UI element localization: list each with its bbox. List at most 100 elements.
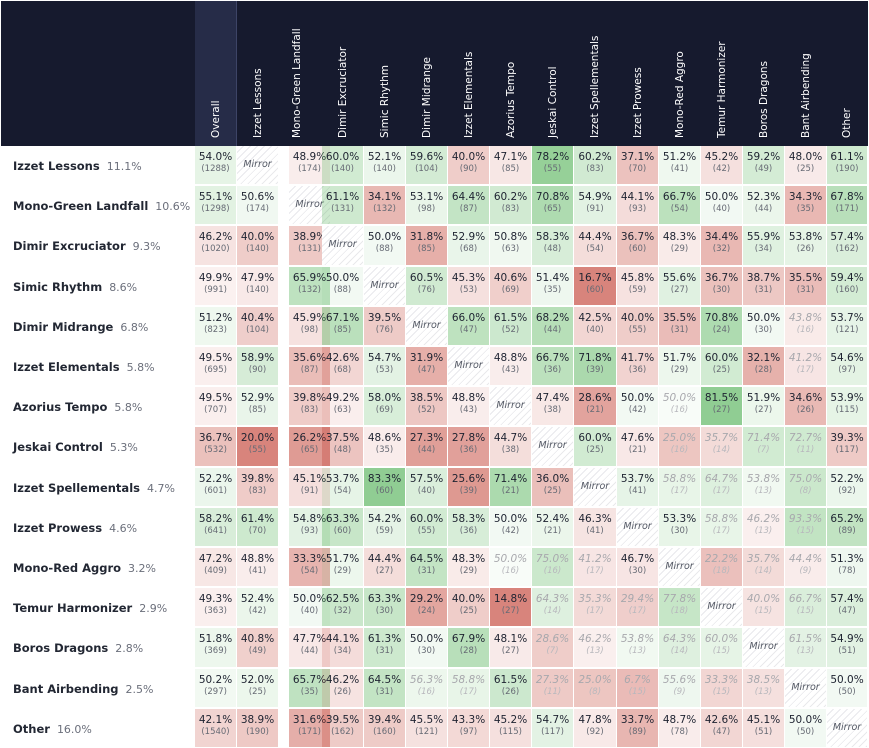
column-header-overall[interactable]: Overall <box>209 100 222 138</box>
matchup-cell[interactable]: 55.1% (1298) <box>195 186 236 225</box>
row-header-jeskai-control[interactable]: Jeskai Control 5.3% <box>13 437 138 455</box>
matchup-cell[interactable]: 55.6% (27) <box>659 266 700 305</box>
column-header-izzet-spellementals[interactable]: Izzet Spellementals <box>589 35 601 138</box>
matchup-cell[interactable]: 52.0% (25) <box>237 668 278 707</box>
matchup-cell[interactable]: 71.4% (21) <box>490 467 531 506</box>
matchup-cell[interactable]: 51.8% (369) <box>195 628 236 667</box>
matchup-cell[interactable]: 39.4% (160) <box>364 708 405 747</box>
matchup-cell[interactable]: 52.2% (92) <box>827 467 867 506</box>
row-header-azorius-tempo[interactable]: Azorius Tempo 5.8% <box>13 397 142 415</box>
row-header-bant-airbending[interactable]: Bant Airbending 2.5% <box>13 679 154 697</box>
matchup-cell[interactable]: 25.0% (8) <box>574 668 616 707</box>
matchup-cell[interactable]: 58.8% (17) <box>701 507 742 546</box>
matchup-cell[interactable]: 35.5% (31) <box>785 266 826 305</box>
matchup-cell[interactable]: 71.8% (39) <box>574 347 616 386</box>
matchup-cell[interactable]: 54.6% (97) <box>827 347 867 386</box>
matchup-cell[interactable]: 48.9% (174) <box>289 146 330 185</box>
matchup-cell[interactable]: 42.5% (40) <box>574 306 616 345</box>
matchup-cell[interactable]: 53.9% (115) <box>827 387 867 426</box>
matchup-cell[interactable]: 49.5% (695) <box>195 347 236 386</box>
matchup-cell[interactable]: 44.4% (27) <box>364 548 405 587</box>
matchup-cell[interactable]: 48.7% (78) <box>659 708 700 747</box>
matchup-cell[interactable]: 44.4% (54) <box>574 226 616 265</box>
matchup-cell[interactable]: 44.4% (9) <box>785 548 826 587</box>
matchup-cell[interactable]: 53.8% (13) <box>617 628 658 667</box>
matchup-cell[interactable]: 40.0% (25) <box>448 588 489 627</box>
matchup-cell[interactable]: 39.3% (117) <box>827 427 867 466</box>
matchup-cell[interactable]: 6.7% (15) <box>617 668 658 707</box>
matchup-cell[interactable]: 54.7% (117) <box>532 708 573 747</box>
matchup-cell[interactable]: 54.0% (1288) <box>195 146 236 185</box>
matchup-cell[interactable]: 50.0% (88) <box>364 226 405 265</box>
matchup-cell[interactable]: 47.1% (85) <box>490 146 531 185</box>
matchup-cell[interactable]: 70.8% (24) <box>701 306 742 345</box>
matchup-cell[interactable]: 54.9% (91) <box>574 186 616 225</box>
matchup-cell[interactable]: 64.4% (87) <box>448 186 489 225</box>
matchup-cell[interactable]: 40.4% (104) <box>237 306 278 345</box>
matchup-cell[interactable]: 40.0% (140) <box>237 226 278 265</box>
matchup-cell[interactable]: 49.9% (991) <box>195 266 236 305</box>
matchup-cell[interactable]: 75.0% (16) <box>532 548 573 587</box>
row-header-mono-green-landfall[interactable]: Mono-Green Landfall 10.6% <box>13 196 190 214</box>
matchup-cell[interactable]: 54.2% (59) <box>364 507 405 546</box>
matchup-cell[interactable]: 58.3% (48) <box>532 226 573 265</box>
matchup-cell[interactable]: 60.0% (140) <box>322 146 363 185</box>
matchup-cell[interactable]: 61.1% (190) <box>827 146 867 185</box>
matchup-cell[interactable]: 61.5% (13) <box>785 628 826 667</box>
matchup-cell[interactable]: 45.2% (115) <box>490 708 531 747</box>
matchup-cell[interactable]: 72.7% (11) <box>785 427 826 466</box>
matchup-cell[interactable]: 47.4% (38) <box>532 387 573 426</box>
matchup-cell[interactable]: 50.0% (50) <box>785 708 826 747</box>
matchup-cell[interactable]: 39.5% (162) <box>322 708 363 747</box>
matchup-cell[interactable]: 36.0% (25) <box>532 467 573 506</box>
matchup-cell[interactable]: 52.2% (601) <box>195 467 236 506</box>
matchup-cell[interactable]: 28.6% (7) <box>532 628 573 667</box>
matchup-cell[interactable]: 81.5% (27) <box>701 387 742 426</box>
matchup-cell[interactable]: 66.7% (15) <box>785 588 826 627</box>
matchup-cell[interactable]: 46.2% (1020) <box>195 226 236 265</box>
matchup-cell[interactable]: 60.5% (76) <box>406 266 447 305</box>
matchup-cell[interactable]: 46.2% (13) <box>574 628 616 667</box>
matchup-cell[interactable]: 61.3% (31) <box>364 628 405 667</box>
matchup-cell[interactable]: 58.3% (36) <box>448 507 489 546</box>
matchup-cell[interactable]: 64.3% (14) <box>532 588 573 627</box>
matchup-cell[interactable]: 38.7% (31) <box>743 266 784 305</box>
matchup-cell[interactable]: 27.3% (44) <box>406 427 447 466</box>
matchup-cell[interactable]: 41.2% (17) <box>785 347 826 386</box>
matchup-cell[interactable]: 45.1% (51) <box>743 708 784 747</box>
matchup-cell[interactable]: 25.6% (39) <box>448 467 489 506</box>
matchup-cell[interactable]: 44.7% (38) <box>490 427 531 466</box>
matchup-cell[interactable]: 37.5% (48) <box>322 427 363 466</box>
matchup-cell[interactable]: 34.1% (132) <box>364 186 405 225</box>
matchup-cell[interactable]: 38.5% (13) <box>743 668 784 707</box>
matchup-cell[interactable]: 27.8% (36) <box>448 427 489 466</box>
matchup-cell[interactable]: 51.4% (35) <box>532 266 573 305</box>
matchup-cell[interactable]: 51.2% (41) <box>659 146 700 185</box>
matchup-cell[interactable]: 32.1% (28) <box>743 347 784 386</box>
matchup-cell[interactable]: 36.7% (60) <box>617 226 658 265</box>
matchup-cell[interactable]: 59.4% (160) <box>827 266 867 305</box>
matchup-cell[interactable]: 63.3% (30) <box>364 588 405 627</box>
matchup-cell[interactable]: 38.5% (52) <box>406 387 447 426</box>
matchup-cell[interactable]: 31.6% (171) <box>289 708 330 747</box>
matchup-cell[interactable]: 64.3% (14) <box>659 628 700 667</box>
matchup-cell[interactable]: 50.0% (40) <box>701 186 742 225</box>
matchup-cell[interactable]: 50.2% (297) <box>195 668 236 707</box>
matchup-cell[interactable]: 58.8% (17) <box>659 467 700 506</box>
matchup-cell[interactable]: 78.2% (55) <box>532 146 573 185</box>
matchup-cell[interactable]: 60.2% (83) <box>574 146 616 185</box>
matchup-cell[interactable]: 42.6% (47) <box>701 708 742 747</box>
matchup-cell[interactable]: 40.8% (49) <box>237 628 278 667</box>
row-header-dimir-excruciator[interactable]: Dimir Excruciator 9.3% <box>13 236 161 254</box>
matchup-cell[interactable]: 29.2% (24) <box>406 588 447 627</box>
matchup-cell[interactable]: 40.6% (69) <box>490 266 531 305</box>
row-header-izzet-spellementals[interactable]: Izzet Spellementals 4.7% <box>13 478 175 496</box>
matchup-cell[interactable]: 26.2% (65) <box>289 427 330 466</box>
matchup-cell[interactable]: 45.8% (59) <box>617 266 658 305</box>
matchup-cell[interactable]: 53.1% (98) <box>406 186 447 225</box>
matchup-cell[interactable]: 47.2% (409) <box>195 548 236 587</box>
matchup-cell[interactable]: 58.2% (641) <box>195 507 236 546</box>
column-header-bant-airbending[interactable]: Bant Airbending <box>799 53 812 138</box>
matchup-cell[interactable]: 49.5% (707) <box>195 387 236 426</box>
matchup-cell[interactable]: 71.4% (7) <box>743 427 784 466</box>
